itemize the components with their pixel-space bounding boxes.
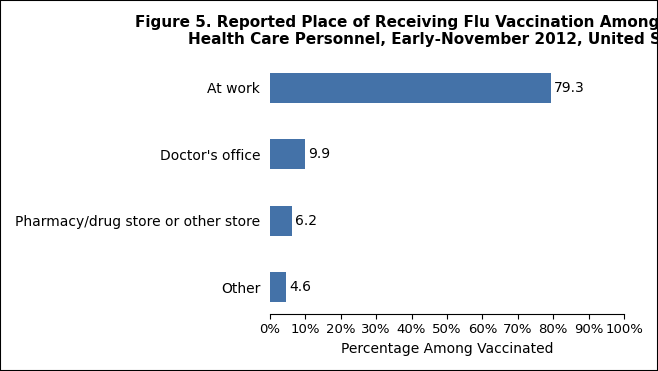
Text: 79.3: 79.3 bbox=[553, 81, 584, 95]
Bar bbox=[270, 73, 551, 102]
X-axis label: Percentage Among Vaccinated: Percentage Among Vaccinated bbox=[341, 342, 553, 356]
Bar bbox=[270, 272, 286, 302]
Text: 9.9: 9.9 bbox=[308, 147, 330, 161]
Title: Figure 5. Reported Place of Receiving Flu Vaccination Among Vaccinated
Health Ca: Figure 5. Reported Place of Receiving Fl… bbox=[135, 15, 658, 47]
Text: 4.6: 4.6 bbox=[289, 280, 311, 294]
Bar bbox=[270, 206, 291, 236]
Bar bbox=[270, 139, 305, 169]
Text: 6.2: 6.2 bbox=[295, 214, 316, 228]
